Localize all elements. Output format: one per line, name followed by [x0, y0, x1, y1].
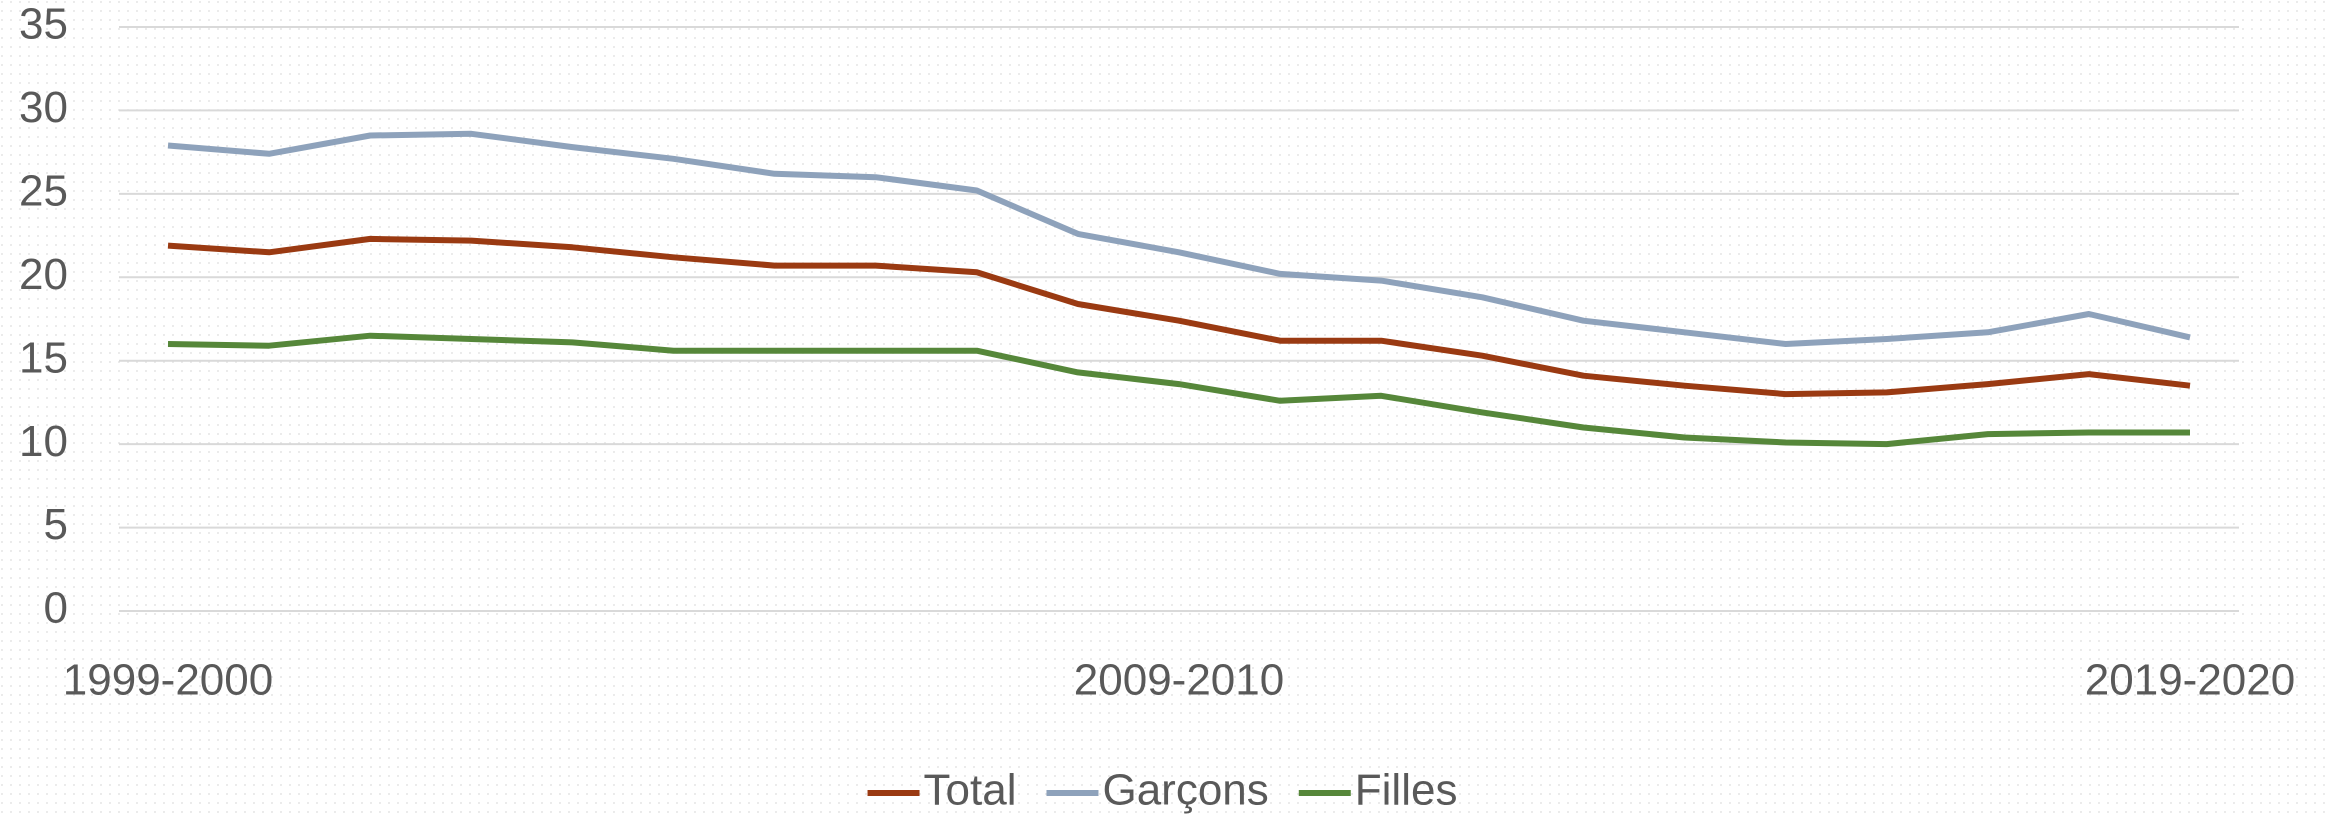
y-tick-label: 30 — [19, 83, 68, 132]
y-tick-label: 35 — [19, 0, 68, 49]
legend: Total Garçons Filles — [867, 766, 1458, 815]
y-tick-label: 5 — [44, 500, 68, 549]
x-tick-label: 2019-2020 — [2085, 656, 2295, 705]
y-tick-label: 10 — [19, 417, 68, 466]
line-series — [167, 130, 2191, 347]
x-tick-label: 2009-2010 — [1074, 656, 1284, 705]
legend-label: Filles — [1355, 766, 1458, 815]
x-tick-label: 1999-2000 — [63, 656, 273, 705]
line-series — [167, 332, 2190, 448]
y-tick-label: 20 — [19, 250, 68, 299]
legend-label: Garçons — [1102, 766, 1268, 815]
y-tick-label: 0 — [44, 584, 68, 633]
legend-label: Total — [924, 766, 1017, 815]
y-tick-label: 25 — [19, 166, 68, 215]
line-series — [167, 235, 2191, 398]
y-tick-label: 15 — [19, 333, 68, 382]
